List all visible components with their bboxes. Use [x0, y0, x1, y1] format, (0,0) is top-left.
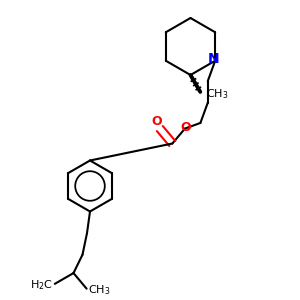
- Text: O: O: [151, 115, 161, 128]
- Text: H$_2$C: H$_2$C: [30, 278, 53, 292]
- Text: O: O: [180, 121, 191, 134]
- Text: CH$_3$: CH$_3$: [88, 283, 111, 297]
- Text: CH$_3$: CH$_3$: [206, 87, 228, 101]
- Text: N: N: [208, 52, 220, 66]
